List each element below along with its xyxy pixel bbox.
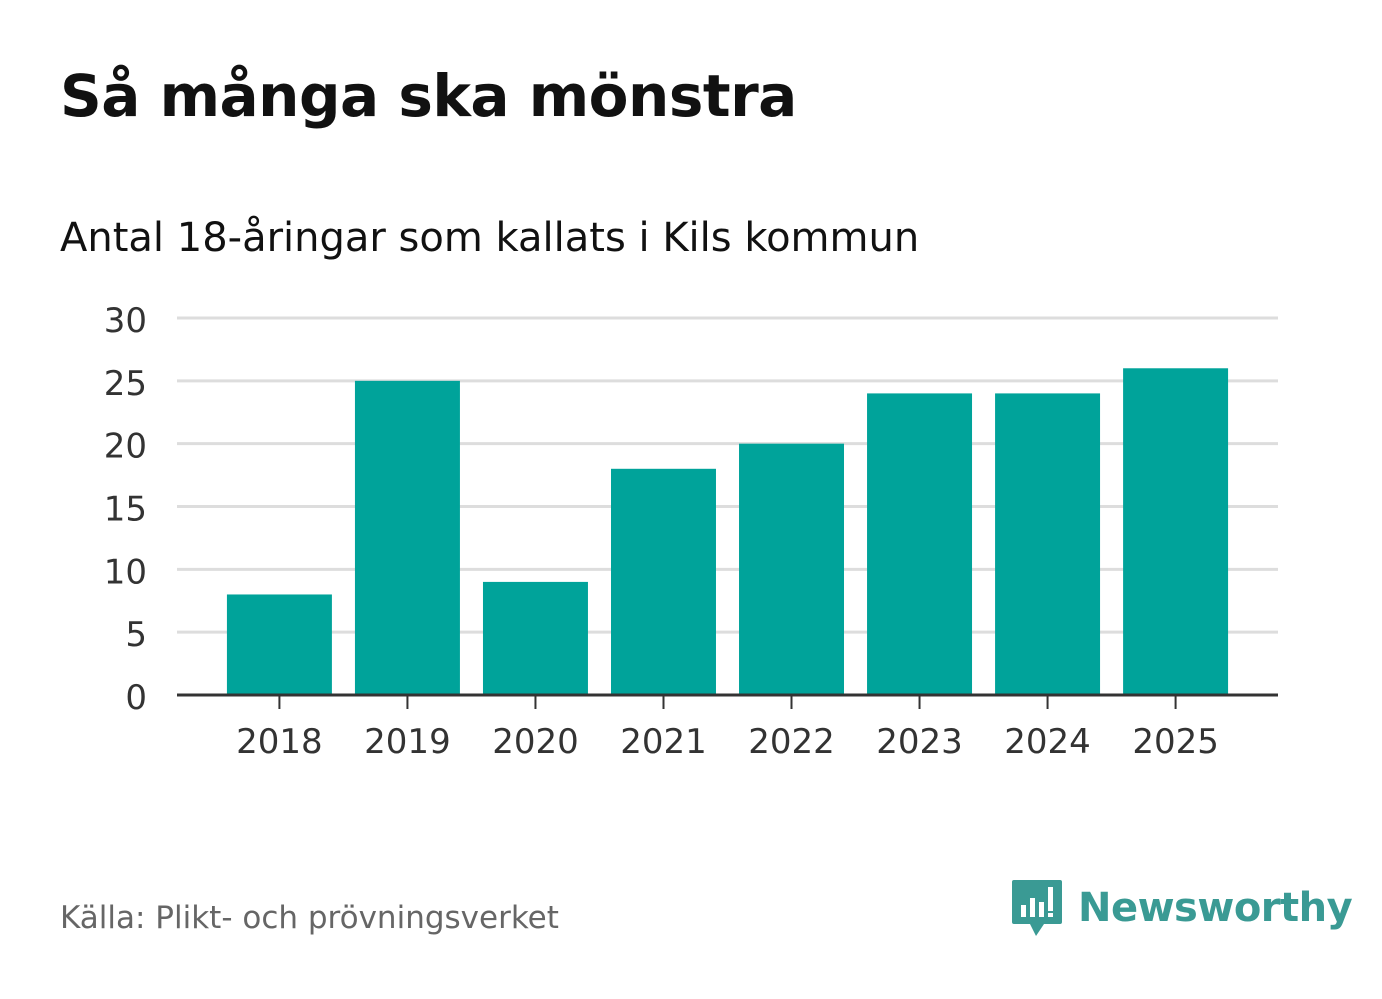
y-tick-label: 15 [104, 490, 147, 530]
y-tick-label: 30 [104, 301, 147, 341]
x-tick-label: 2024 [1004, 722, 1091, 762]
bar [482, 581, 588, 695]
bar [610, 468, 716, 695]
gridlines [177, 316, 1278, 634]
bar [354, 380, 460, 695]
bar [867, 393, 973, 695]
x-tick-label: 2025 [1132, 722, 1219, 762]
chart-title: Så många ska mönstra [60, 62, 797, 130]
x-axis-ticks: 2018 2019 2020 2021 2022 2023 2024 2025 [236, 695, 1219, 762]
x-tick-label: 2021 [620, 722, 707, 762]
y-axis-ticks: 0 5 10 15 20 25 30 [104, 301, 147, 718]
y-tick-label: 25 [104, 364, 147, 404]
brand-logo: Newsworthy [1010, 878, 1353, 938]
x-tick-label: 2020 [492, 722, 579, 762]
bar [1123, 368, 1229, 695]
y-tick-label: 5 [125, 615, 147, 655]
brand-name: Newsworthy [1078, 885, 1353, 931]
bar [226, 594, 332, 695]
y-tick-label: 0 [125, 678, 147, 718]
bars [226, 368, 1229, 695]
source-note: Källa: Plikt- och prövningsverket [60, 900, 559, 936]
bar [995, 393, 1101, 695]
bar [739, 443, 845, 695]
x-tick-label: 2023 [876, 722, 963, 762]
x-tick-label: 2018 [236, 722, 323, 762]
x-tick-label: 2022 [748, 722, 835, 762]
x-tick-label: 2019 [364, 722, 451, 762]
y-tick-label: 10 [104, 552, 147, 592]
y-tick-label: 20 [104, 427, 147, 467]
chat-bars-icon [1012, 880, 1062, 936]
chart-subtitle: Antal 18-åringar som kallats i Kils komm… [60, 215, 920, 261]
